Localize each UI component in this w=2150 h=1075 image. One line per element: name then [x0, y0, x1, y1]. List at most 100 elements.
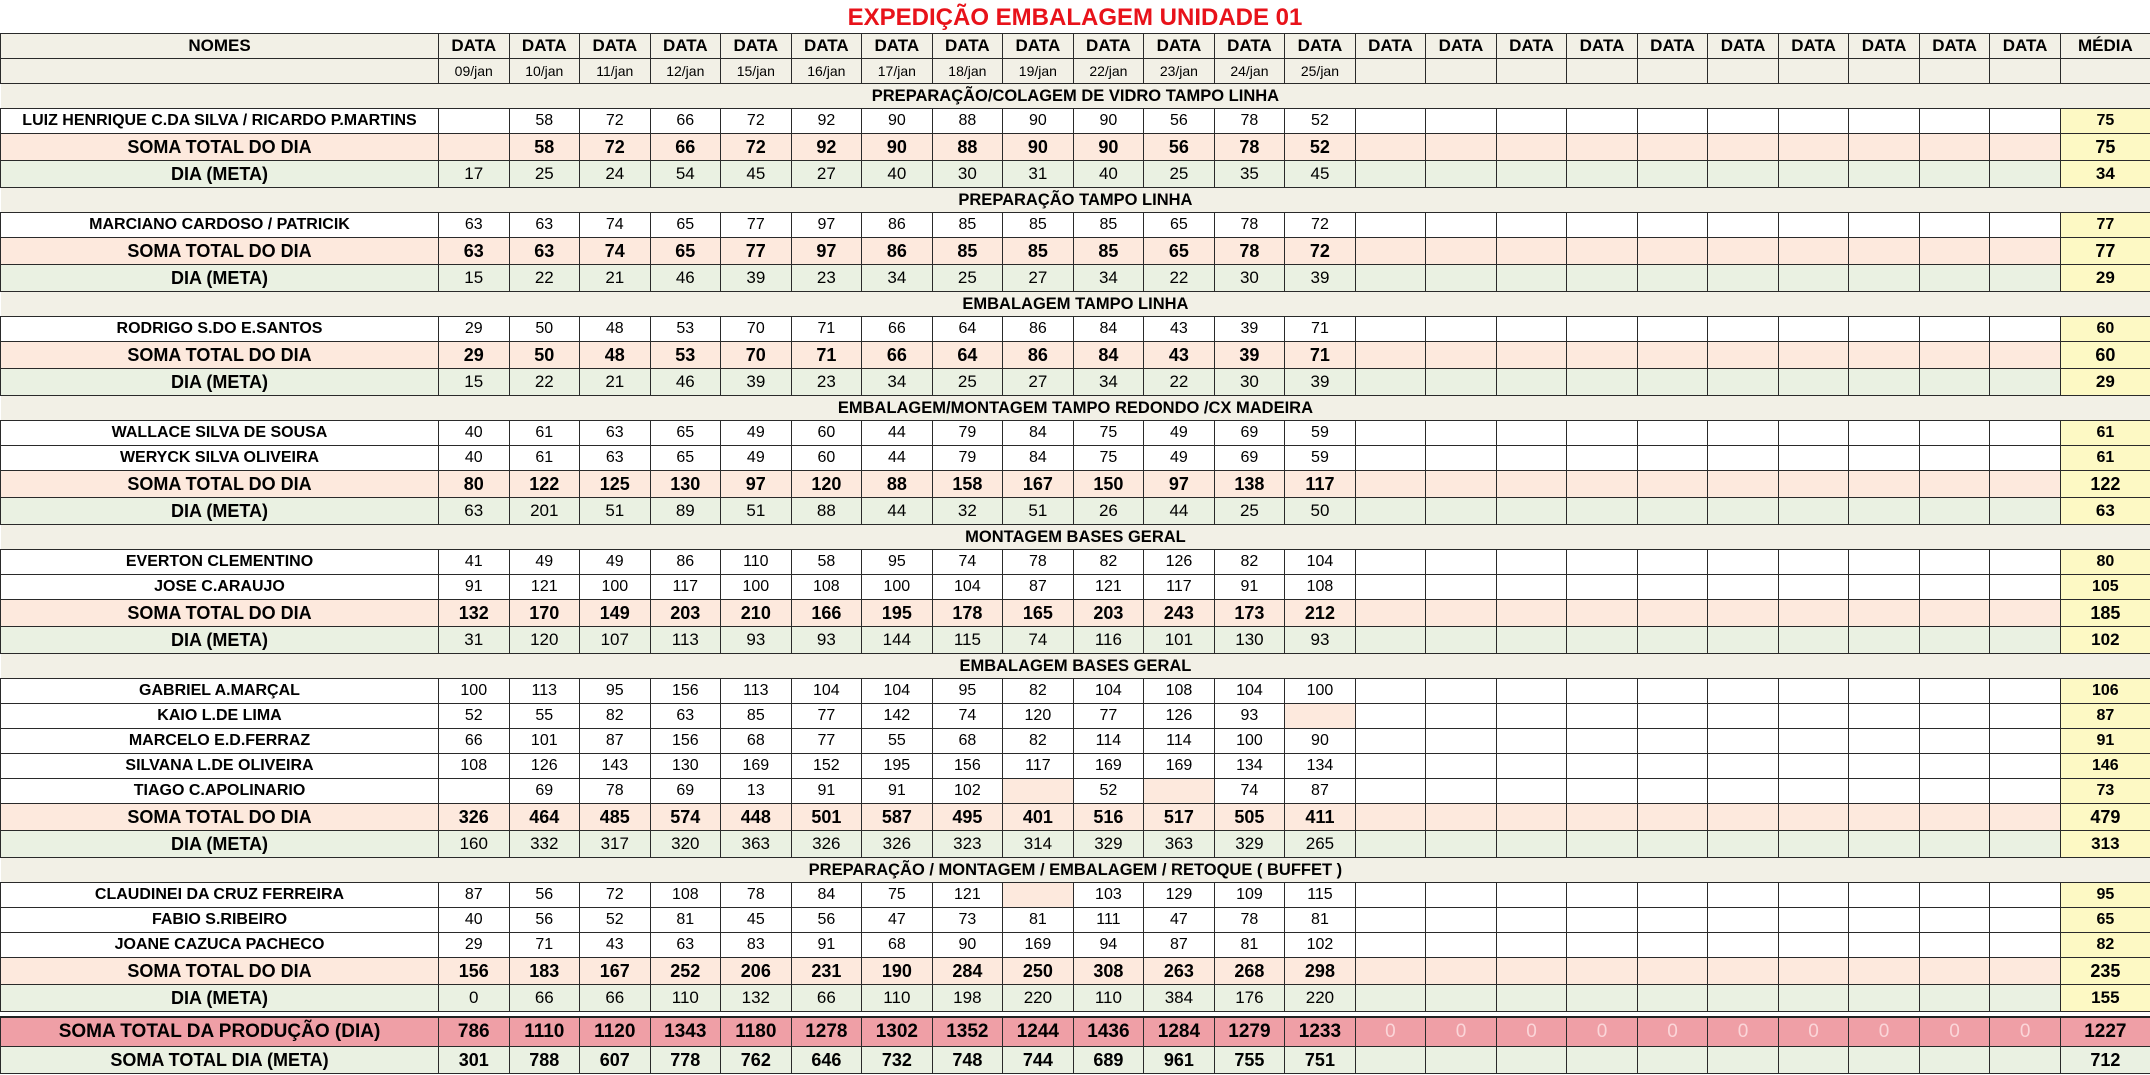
value-cell[interactable]: [1636, 753, 1709, 779]
grand-goal-cell[interactable]: 689: [1072, 1046, 1145, 1074]
daily-goal-cell[interactable]: [1354, 497, 1427, 525]
daily-goal-cell[interactable]: 45: [1284, 160, 1356, 188]
daily-goal-cell[interactable]: [1495, 264, 1568, 292]
value-cell[interactable]: [1636, 445, 1709, 471]
daily-goal-cell[interactable]: [1636, 264, 1709, 292]
value-cell[interactable]: [1566, 316, 1638, 342]
value-cell[interactable]: 82: [1002, 678, 1074, 704]
daily-goal-cell[interactable]: [1354, 368, 1427, 396]
daily-total-cell[interactable]: 117: [1284, 470, 1356, 498]
daily-total-cell[interactable]: 298: [1284, 957, 1356, 985]
data-header[interactable]: DATA: [1425, 33, 1497, 59]
daily-total-cell[interactable]: [1354, 133, 1427, 161]
daily-total-cell[interactable]: 587: [861, 803, 933, 831]
daily-total-cell[interactable]: [1918, 341, 1991, 369]
value-cell[interactable]: 169: [720, 753, 792, 779]
grand-goal-cell[interactable]: [1989, 1046, 2061, 1074]
daily-total-cell[interactable]: 85: [931, 237, 1004, 265]
daily-goal-cell[interactable]: 27: [1002, 264, 1074, 292]
value-cell[interactable]: 85: [1002, 212, 1074, 238]
value-cell[interactable]: 49: [1143, 445, 1215, 471]
grand-goal-cell[interactable]: [1848, 1046, 1920, 1074]
daily-goal-cell[interactable]: [1777, 160, 1850, 188]
daily-total-cell[interactable]: 65: [1143, 237, 1215, 265]
daily-total-cell[interactable]: [1918, 133, 1991, 161]
grand-total-cell[interactable]: 1343: [649, 1016, 722, 1047]
value-cell[interactable]: 121: [1072, 574, 1145, 600]
daily-goal-cell[interactable]: [1425, 368, 1497, 396]
value-cell[interactable]: 108: [790, 574, 863, 600]
daily-goal-cell[interactable]: [1566, 830, 1638, 858]
grand-total-cell[interactable]: 1278: [790, 1016, 863, 1047]
grand-goal-cell[interactable]: 732: [861, 1046, 933, 1074]
data-header[interactable]: DATA: [1284, 33, 1356, 59]
daily-total-cell[interactable]: 120: [790, 470, 863, 498]
grand-total-cell[interactable]: 1436: [1072, 1016, 1145, 1047]
value-cell[interactable]: 85: [1072, 212, 1145, 238]
grand-total-cell[interactable]: 0: [1495, 1016, 1568, 1047]
daily-goal-cell[interactable]: [1707, 264, 1779, 292]
value-cell[interactable]: 108: [649, 882, 722, 908]
daily-total-cell[interactable]: [1918, 599, 1991, 627]
daily-goal-cell[interactable]: 66: [508, 984, 581, 1012]
person-name[interactable]: WALLACE SILVA DE SOUSA: [0, 420, 439, 446]
daily-goal-cell[interactable]: [1636, 368, 1709, 396]
value-cell[interactable]: [1636, 316, 1709, 342]
grand-goal-cell[interactable]: 751: [1284, 1046, 1356, 1074]
date-cell[interactable]: [1989, 58, 2061, 84]
value-cell[interactable]: 61: [508, 420, 581, 446]
value-cell[interactable]: [1425, 316, 1497, 342]
daily-goal-cell[interactable]: 39: [1284, 264, 1356, 292]
daily-total-cell[interactable]: [1566, 957, 1638, 985]
value-cell[interactable]: 41: [438, 549, 510, 575]
daily-goal-cell[interactable]: [1566, 368, 1638, 396]
daily-goal-cell[interactable]: [1848, 264, 1920, 292]
date-cell[interactable]: 12/jan: [649, 58, 722, 84]
date-cell[interactable]: 11/jan: [579, 58, 651, 84]
value-cell[interactable]: 129: [1143, 882, 1215, 908]
date-cell[interactable]: [1636, 58, 1709, 84]
value-cell[interactable]: [1566, 907, 1638, 933]
value-cell[interactable]: [1636, 907, 1709, 933]
daily-total-cell[interactable]: [1495, 803, 1568, 831]
daily-total-cell[interactable]: [1354, 599, 1427, 627]
daily-total-cell[interactable]: 72: [1284, 237, 1356, 265]
daily-goal-cell[interactable]: [1777, 497, 1850, 525]
grand-total-cell[interactable]: 0: [1989, 1016, 2061, 1047]
value-cell[interactable]: [1989, 728, 2061, 754]
grand-goal-cell[interactable]: [1495, 1046, 1568, 1074]
value-cell[interactable]: [1707, 420, 1779, 446]
value-cell[interactable]: 84: [1002, 420, 1074, 446]
daily-goal-cell[interactable]: 63: [438, 497, 510, 525]
value-cell[interactable]: 82: [1072, 549, 1145, 575]
value-cell[interactable]: 84: [1072, 316, 1145, 342]
daily-total-cell[interactable]: 90: [1072, 133, 1145, 161]
daily-total-cell[interactable]: [1777, 133, 1850, 161]
daily-goal-label[interactable]: DIA (META): [0, 368, 439, 396]
value-cell[interactable]: 85: [720, 703, 792, 729]
daily-goal-cell[interactable]: 23: [790, 264, 863, 292]
daily-goal-cell[interactable]: [1989, 984, 2061, 1012]
daily-goal-cell[interactable]: [1918, 160, 1991, 188]
value-cell[interactable]: 110: [720, 549, 792, 575]
value-cell[interactable]: [1566, 778, 1638, 804]
daily-goal-cell[interactable]: [1918, 830, 1991, 858]
value-cell[interactable]: 91: [438, 574, 510, 600]
value-cell[interactable]: [1848, 445, 1920, 471]
grand-goal-cell[interactable]: 755: [1213, 1046, 1286, 1074]
person-name[interactable]: TIAGO C.APOLINARIO: [0, 778, 439, 804]
daily-goal-cell[interactable]: 40: [861, 160, 933, 188]
daily-goal-cell[interactable]: [1989, 497, 2061, 525]
daily-goal-cell[interactable]: [1636, 160, 1709, 188]
daily-total-cell[interactable]: 97: [1143, 470, 1215, 498]
daily-goal-cell[interactable]: [1777, 264, 1850, 292]
value-cell[interactable]: [1777, 753, 1850, 779]
grand-total-cell[interactable]: 0: [1425, 1016, 1497, 1047]
value-cell[interactable]: [1425, 703, 1497, 729]
daily-total-cell[interactable]: 85: [1072, 237, 1145, 265]
value-cell[interactable]: 108: [1284, 574, 1356, 600]
daily-total-cell[interactable]: [1848, 957, 1920, 985]
value-cell[interactable]: 63: [579, 445, 651, 471]
value-cell[interactable]: [1495, 574, 1568, 600]
daily-total-cell[interactable]: 250: [1002, 957, 1074, 985]
